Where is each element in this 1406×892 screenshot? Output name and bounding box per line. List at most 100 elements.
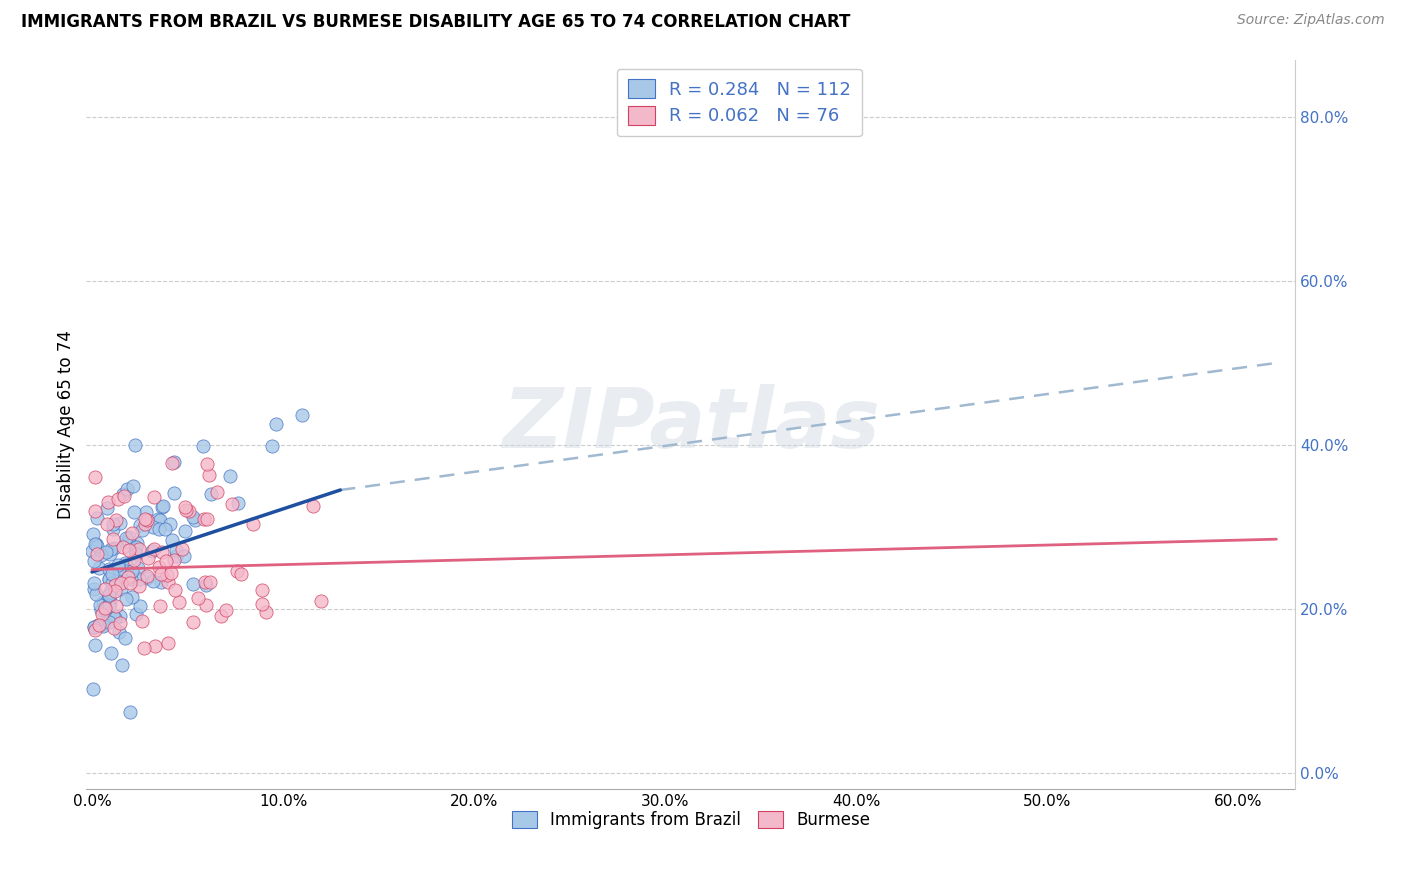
Point [100, 541, 122, 556]
Point [89, 561, 111, 575]
Point [132, 641, 155, 656]
Point [110, 615, 132, 630]
Point [262, 439, 284, 453]
Point [302, 499, 325, 513]
Point [149, 513, 172, 527]
Point [94, 545, 117, 559]
Point [129, 517, 152, 532]
Point [100, 547, 122, 561]
Point [163, 454, 186, 468]
Point [82, 526, 104, 541]
Point [84, 638, 107, 652]
Point [100, 646, 122, 660]
Point [86, 539, 108, 553]
Point [82, 544, 104, 558]
Point [103, 541, 125, 555]
Point [160, 566, 183, 580]
Point [184, 513, 207, 527]
Point [112, 489, 135, 503]
Point [250, 583, 273, 598]
Point [121, 591, 143, 605]
Point [107, 558, 129, 572]
Point [155, 554, 177, 568]
Point [108, 609, 131, 624]
Point [83, 575, 105, 590]
Point [242, 516, 264, 531]
Point [128, 572, 150, 586]
Point [152, 500, 174, 515]
Point [96, 517, 118, 532]
Point [98, 598, 121, 612]
Text: ZIPatlas: ZIPatlas [502, 384, 880, 465]
Point [128, 542, 150, 557]
Point [142, 520, 165, 534]
Point [131, 614, 153, 628]
Point [219, 469, 242, 483]
Point [134, 512, 156, 526]
Point [134, 516, 156, 531]
Point [187, 591, 209, 605]
Point [194, 575, 217, 590]
Point [124, 553, 146, 567]
Point [195, 457, 218, 471]
Point [104, 611, 127, 625]
Point [209, 608, 232, 623]
Point [124, 542, 146, 557]
Point [149, 567, 172, 582]
Point [128, 579, 150, 593]
Point [121, 564, 143, 578]
Point [115, 558, 138, 572]
Point [122, 505, 145, 519]
Point [135, 513, 157, 527]
Point [98, 588, 121, 602]
Point [148, 560, 170, 574]
Point [127, 536, 149, 550]
Point [101, 517, 124, 532]
Point [104, 578, 127, 592]
Point [165, 542, 187, 557]
Point [120, 572, 142, 586]
Point [165, 549, 187, 563]
Point [114, 556, 136, 570]
Point [143, 639, 166, 653]
Point [105, 513, 128, 527]
Point [162, 456, 184, 470]
Point [118, 534, 141, 549]
Point [152, 499, 174, 513]
Point [90, 603, 112, 617]
Point [115, 482, 138, 496]
Point [149, 575, 172, 590]
Point [98, 593, 121, 607]
Point [110, 582, 132, 596]
Point [104, 573, 127, 587]
Point [264, 417, 287, 432]
Point [96, 500, 118, 515]
Point [101, 567, 124, 582]
Point [101, 532, 124, 546]
Point [309, 594, 332, 608]
Point [83, 582, 105, 596]
Point [86, 537, 108, 551]
Point [193, 439, 215, 453]
Point [135, 505, 157, 519]
Point [115, 564, 138, 578]
Point [90, 607, 112, 621]
Point [181, 577, 204, 591]
Point [228, 496, 250, 510]
Point [167, 595, 190, 609]
Point [118, 705, 141, 719]
Point [84, 586, 107, 600]
Point [104, 583, 127, 598]
Point [200, 487, 222, 501]
Point [254, 605, 277, 619]
Point [136, 551, 159, 566]
Point [165, 583, 187, 598]
Point [214, 602, 236, 616]
Y-axis label: Disability Age 65 to 74: Disability Age 65 to 74 [58, 330, 75, 519]
Point [157, 636, 180, 650]
Point [114, 631, 136, 645]
Point [181, 509, 204, 524]
Point [157, 574, 180, 589]
Point [97, 573, 120, 587]
Point [101, 522, 124, 536]
